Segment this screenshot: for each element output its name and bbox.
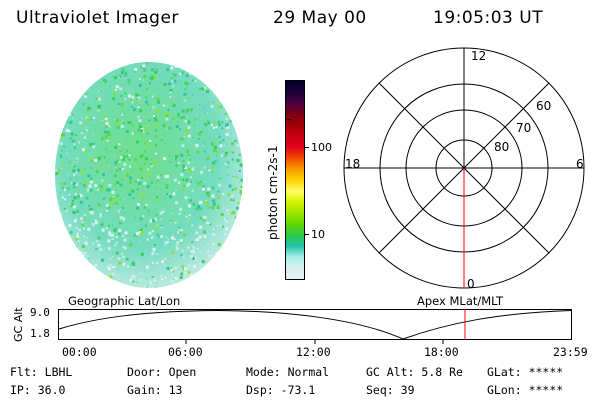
colorbar-tick-10: 10: [311, 228, 325, 241]
left-image-caption: Geographic Lat/Lon: [68, 294, 181, 308]
status-gc-alt: GC Alt: 5.8 Re: [366, 365, 463, 379]
mlt-label-6: 6: [576, 157, 584, 171]
mlt-label-18: 18: [345, 157, 360, 171]
status-mode: Mode: Normal: [246, 365, 330, 379]
lat-label-60: 60: [536, 99, 551, 113]
altitude-curve: [58, 309, 572, 340]
timeline-xtick-1200: 12:00: [296, 345, 331, 359]
status-seq: Seq: 39: [366, 383, 415, 397]
mlt-label-12: 12: [471, 49, 486, 63]
lat-label-80: 80: [494, 140, 509, 154]
timeline-ytick-min: 1.8: [30, 327, 50, 340]
colorbar-tickmark: [305, 147, 309, 148]
status-glon: GLon: *****: [487, 383, 564, 397]
colorbar-unit-label: photon cm-2s-1: [266, 145, 280, 241]
timeline-axis-label: GC Alt: [12, 307, 25, 342]
auroral-image[interactable]: [52, 58, 246, 288]
altitude-timeline[interactable]: [58, 309, 574, 345]
lat-label-70: 70: [516, 121, 531, 135]
timeline-xtick-1800: 18:00: [424, 345, 459, 359]
status-gain: Gain: 13: [127, 383, 183, 397]
time-readout: 19:05:03 UT: [433, 8, 544, 28]
colorbar-tickmark: [287, 119, 291, 121]
mlt-label-0: 0: [467, 277, 475, 291]
timeline-xtick-0000: 00:00: [62, 345, 97, 359]
timeline-xtick-0600: 06:00: [168, 345, 203, 359]
color-bar: [285, 80, 305, 280]
date-readout: 29 May 00: [273, 8, 367, 28]
status-door: Door: Open: [127, 365, 197, 379]
colorbar-tick-100: 100: [311, 141, 332, 154]
status-dsp: Dsp: -73.1: [246, 383, 316, 397]
colorbar-tickmark: [305, 234, 309, 235]
status-filter: Flt: LBHL: [10, 365, 73, 379]
polar-grid-caption: Apex MLat/MLT: [417, 294, 504, 308]
timeline-xtick-2359: 23:59: [553, 345, 588, 359]
app-title: Ultraviolet Imager: [16, 8, 179, 28]
timeline-ytick-max: 9.0: [30, 306, 50, 319]
polar-grid[interactable]: 12 18 6 0 60 70 80: [340, 44, 590, 294]
status-glat: GLat: *****: [487, 365, 564, 379]
timeline-frame: [58, 309, 572, 340]
status-ip: IP: 36.0: [10, 383, 66, 397]
